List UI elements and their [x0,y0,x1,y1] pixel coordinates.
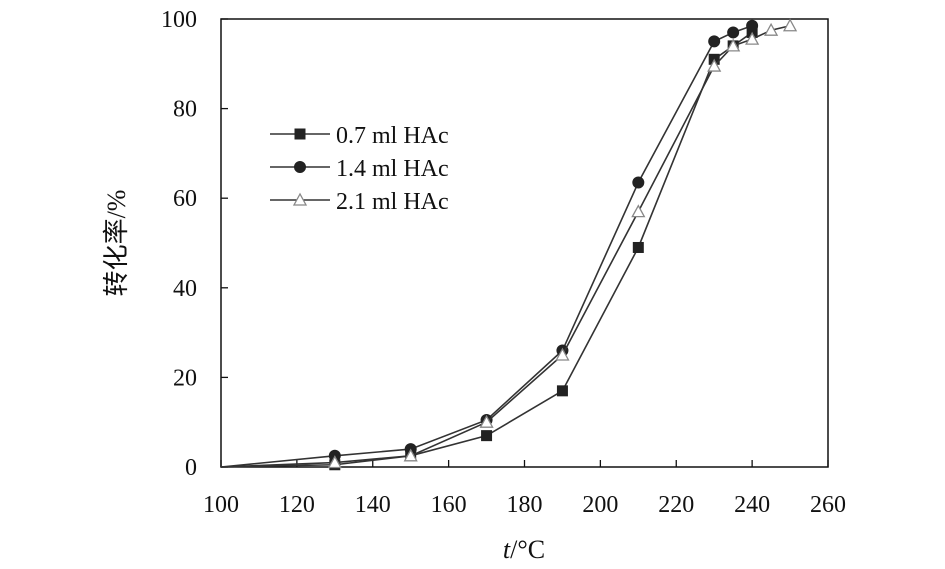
plot-frame [220,18,829,468]
data-point [708,35,721,48]
data-point [555,347,570,361]
x-axis-title: t/°C [503,535,545,564]
legend-marker [292,192,308,206]
x-tick-label: 140 [355,492,391,518]
data-point [763,22,779,36]
data-point [726,38,741,52]
data-point [403,448,418,462]
data-point [556,385,568,397]
x-tick-label: 200 [582,492,618,518]
legend-marker [294,128,306,140]
axis-ticks: 100 120 140 160 180 200 220 240 260 0 20 40 60 80 100 [161,7,846,518]
y-axis-title: 转化率/% [102,190,131,297]
data-point [632,176,645,189]
y-tick-label: 60 [173,186,197,212]
x-tick-label: 240 [734,492,770,518]
x-tick-label: 160 [431,492,467,518]
legend-marker [294,161,306,173]
legend-entry: 2.1 ml HAc [270,189,449,215]
legend-entry: 0.7 ml HAc [270,123,449,149]
x-tick-label: 220 [658,492,694,518]
y-tick-label: 100 [161,7,197,33]
x-axis-title-unit: /°C [510,535,545,564]
y-tick-label: 20 [173,365,197,391]
data-point [632,241,644,253]
legend-label: 0.7 ml HAc [336,123,449,149]
legend-label: 2.1 ml HAc [336,189,449,215]
data-point [782,18,798,32]
x-tick-label: 260 [810,492,846,518]
y-tick-label: 40 [173,276,197,302]
data-point [481,430,493,442]
data-point [479,414,494,428]
series-triangle-open [220,18,798,469]
legend-entry: 1.4 ml HAc [270,156,449,182]
data-point [745,31,760,45]
legend: 0.7 ml HAc 1.4 ml HAc 2.1 ml HAc [270,123,449,215]
data-point [631,204,646,218]
x-tick-label: 180 [507,492,543,518]
data-point [727,26,740,39]
data-point [327,455,342,469]
data-point [707,58,722,72]
plot-area [220,18,829,468]
x-tick-label: 100 [203,492,239,518]
legend-label: 1.4 ml HAc [336,156,449,182]
series-layer [220,18,798,471]
y-tick-label: 0 [185,455,197,481]
x-axis-title-variable: t [503,535,511,564]
data-point [746,19,759,32]
y-tick-label: 80 [173,97,197,123]
x-tick-label: 120 [279,492,315,518]
